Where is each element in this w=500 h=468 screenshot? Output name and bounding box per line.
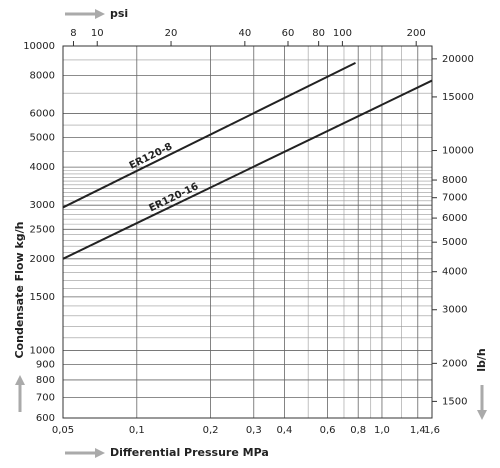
y2-tick-label: 7000 xyxy=(442,193,467,204)
y-tick-label: 1000 xyxy=(30,345,55,356)
series-line xyxy=(62,79,433,260)
x2-tick-label: 8 xyxy=(70,28,76,39)
x2-tick-label: 60 xyxy=(282,28,295,39)
y-tick-label: 10000 xyxy=(23,41,55,52)
y2-tick-label: 15000 xyxy=(442,92,474,103)
y-tick-label: 3000 xyxy=(30,200,55,211)
x-tick-label: 1,6 xyxy=(424,425,440,436)
x-tick-label: 0,4 xyxy=(276,425,292,436)
y2-tick-label: 2000 xyxy=(442,358,467,369)
x-tick-label: 0,8 xyxy=(350,425,366,436)
plot-frame xyxy=(62,45,433,419)
x2-tick-label: 200 xyxy=(407,28,426,39)
x2-tick-label: 100 xyxy=(333,28,352,39)
x2-axis-label: psi xyxy=(110,7,128,20)
y-tick-label: 900 xyxy=(36,359,55,370)
y-tick-label: 2500 xyxy=(30,224,55,235)
y-tick-label: 6000 xyxy=(30,109,55,120)
y-tick-label: 2000 xyxy=(30,254,55,265)
x2-tick-label: 40 xyxy=(238,28,251,39)
y-tick-label: 800 xyxy=(36,375,55,386)
x-tick-label: 0,6 xyxy=(320,425,336,436)
x-tick-label: 0,3 xyxy=(246,425,262,436)
y2-tick-label: 3000 xyxy=(442,305,467,316)
y-axis-label: Condensate Flow kg/h xyxy=(13,221,26,358)
x-axis-label: Differential Pressure MPa xyxy=(110,446,269,459)
y-tick-label: 5000 xyxy=(30,133,55,144)
arrows xyxy=(15,9,487,458)
y2-tick-label: 10000 xyxy=(442,146,474,157)
x2-tick-label: 80 xyxy=(312,28,325,39)
y-tick-label: 4000 xyxy=(30,162,55,173)
y-tick-label: 700 xyxy=(36,393,55,404)
x-tick-label: 1,4 xyxy=(410,425,426,436)
y2-tick-label: 1500 xyxy=(442,396,467,407)
y2-axis-label: lb/h xyxy=(475,348,488,372)
y2-tick-label: 6000 xyxy=(442,213,467,224)
series-line xyxy=(62,62,356,209)
x-tick-label: 0,1 xyxy=(129,425,145,436)
x-tick-label: 0,05 xyxy=(52,425,74,436)
y-tick-label: 1500 xyxy=(30,292,55,303)
y-tick-label: 600 xyxy=(36,413,55,424)
x-tick-label: 1,0 xyxy=(374,425,390,436)
x2-tick-label: 20 xyxy=(165,28,178,39)
y2-tick-label: 5000 xyxy=(442,237,467,248)
y2-tick-label: 8000 xyxy=(442,175,467,186)
y2-tick-label: 4000 xyxy=(442,267,467,278)
y2-tick-label: 20000 xyxy=(442,54,474,65)
x2-tick-label: 10 xyxy=(91,28,104,39)
y-tick-label: 8000 xyxy=(30,71,55,82)
x-tick-label: 0,2 xyxy=(203,425,219,436)
